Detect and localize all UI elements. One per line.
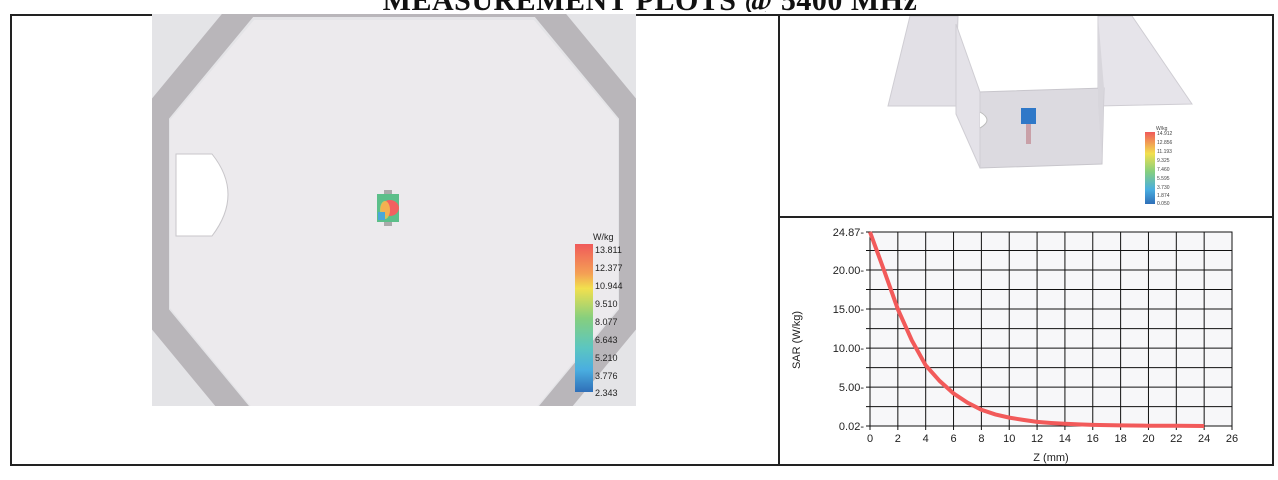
colorbar-left-tick: 9.510 <box>595 299 618 309</box>
x-axis-label: Z (mm) <box>1033 452 1068 464</box>
colorbar-left-tick: 3.776 <box>595 371 618 381</box>
colorbar-3d-tick: 11.193 <box>1157 149 1172 155</box>
colorbar-left-tick: 2.343 <box>595 388 618 398</box>
phantom-plot-left <box>152 14 636 406</box>
series-line <box>868 231 1205 428</box>
x-tick-label: 2 <box>895 433 901 445</box>
sar-z-chart-svg: 0 2 4 6 8 10 12 14 16 18 20 22 24 2624.87-20.00-15.00… <box>791 227 1238 464</box>
colorbar-3d-tick: 1.874 <box>1157 193 1170 199</box>
x-tick-label: 6 <box>950 433 956 445</box>
x-tick-label: 8 <box>978 433 984 445</box>
colorbar-3d-tick: 0.050 <box>1157 201 1170 207</box>
colorbar-3d-tick: 9.325 <box>1157 158 1170 164</box>
phantom-3d-graphic <box>887 15 1193 169</box>
colorbar-left-gradient <box>575 244 593 392</box>
colorbar-3d-unit: W/kg <box>1156 126 1168 132</box>
y-tick-label: 20.00- <box>833 265 865 277</box>
page-title-text: MEASUREMENT PLOTS @ 5400 MHz <box>382 0 918 12</box>
colorbar-left-tick: 5.210 <box>595 353 618 363</box>
y-tick-label: 5.00- <box>839 382 864 394</box>
colorbar-3d-tick: 14.912 <box>1157 131 1173 137</box>
horizontal-divider <box>778 216 1274 218</box>
colorbar-3d-tick: 3.730 <box>1157 185 1170 191</box>
colorbar-left-unit: W/kg <box>593 232 614 242</box>
x-tick-label: 20 <box>1142 433 1154 445</box>
page-title: MEASUREMENT PLOTS @ 5400 MHz <box>290 0 1010 12</box>
colorbar-left-tick: 12.377 <box>595 263 623 273</box>
x-tick-label: 26 <box>1226 433 1238 445</box>
colorbar-3d-tick: 12.856 <box>1157 140 1173 146</box>
y-tick-label: 15.00- <box>833 304 865 316</box>
x-tick-label: 24 <box>1198 433 1210 445</box>
y-tick-label: 0.02- <box>839 421 864 433</box>
colorbar-3d-tick: 7.460 <box>1157 167 1170 173</box>
phantom-graphic <box>152 14 636 406</box>
y-axis-label: SAR (W/kg) <box>791 311 803 369</box>
colorbar-left: W/kg 13.811 12.377 10.944 9.510 8.077 6.… <box>575 232 645 402</box>
vertical-divider <box>778 14 780 466</box>
phantom-plot-3d: W/kg 14.912 12.856 11.193 9.325 7.460 5.… <box>780 15 1274 216</box>
colorbar-3d-gradient <box>1145 132 1155 204</box>
x-tick-label: 22 <box>1170 433 1182 445</box>
x-tick-label: 4 <box>923 433 929 445</box>
x-tick-label: 12 <box>1031 433 1043 445</box>
colorbar-left-tick: 6.643 <box>595 335 618 345</box>
x-tick-label: 14 <box>1059 433 1071 445</box>
x-tick-label: 0 <box>867 433 873 445</box>
colorbar-left-tick: 8.077 <box>595 317 618 327</box>
colorbar-left-tick: 13.811 <box>595 245 622 255</box>
sar-z-chart: 0 2 4 6 8 10 12 14 16 18 20 22 24 26 24.87- 20.00- 15.00… <box>780 218 1274 466</box>
colorbar-left-tick: 10.944 <box>595 281 623 291</box>
colorbar-3d-tick: 5.595 <box>1157 176 1170 182</box>
colorbar-3d: W/kg 14.912 12.856 11.193 9.325 7.460 5.… <box>1145 126 1195 207</box>
y-tick-label: 24.87- <box>833 227 865 239</box>
x-tick-label: 16 <box>1087 433 1099 445</box>
outer-frame <box>10 14 1274 466</box>
y-tick-label: 10.00- <box>833 343 865 355</box>
x-tick-label: 18 <box>1114 433 1126 445</box>
x-tick-label: 10 <box>1003 433 1015 445</box>
